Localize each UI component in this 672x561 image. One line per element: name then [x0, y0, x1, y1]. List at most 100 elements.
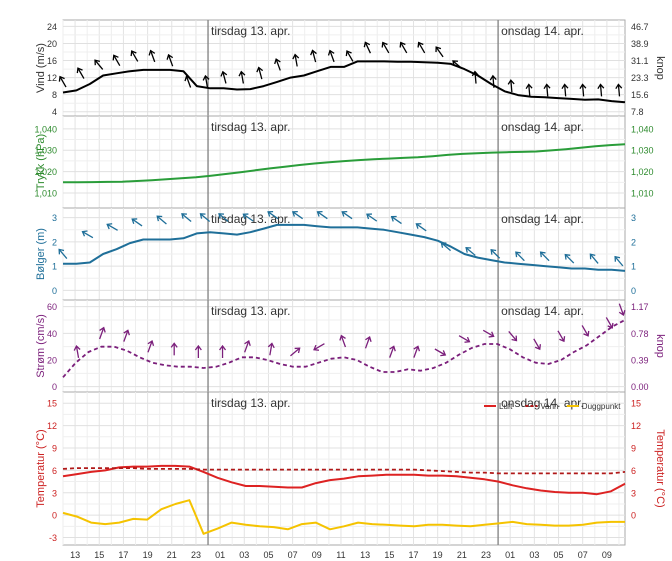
- y-tick-label-right: 31.1: [631, 56, 649, 66]
- panel-pressure: tirsdag 13. apr. onsdag 14. apr. 1,010 1,02…: [34, 115, 654, 209]
- y-axis-label-right: Temperatur (°C): [654, 429, 666, 507]
- direction-arrow: [390, 215, 402, 225]
- direction-arrow: [199, 213, 211, 223]
- direction-arrow: [415, 223, 427, 232]
- direction-arrow: [291, 211, 304, 220]
- y-tick-label-right: 12: [631, 421, 641, 431]
- direction-arrow: [366, 213, 378, 222]
- direction-arrow: [515, 251, 525, 262]
- direction-arrow: [94, 59, 104, 70]
- y-tick-label-right: 0: [631, 286, 636, 296]
- direction-arrow: [130, 50, 139, 62]
- direction-arrow: [202, 74, 210, 88]
- y-tick-label-right: 0.78: [631, 329, 649, 339]
- direction-arrow: [618, 303, 626, 316]
- y-tick-label: 1,030: [34, 146, 57, 156]
- legend-label: Vann: [540, 402, 558, 411]
- panel-current: tirsdag 13. apr. onsdag 14. apr. 0 20 40 60 0.…: [35, 299, 666, 393]
- y-tick-label: 12: [47, 421, 57, 431]
- direction-arrow: [471, 70, 479, 84]
- x-tick-label: 23: [191, 550, 201, 560]
- direction-arrow: [238, 70, 246, 84]
- x-tick-label: 21: [167, 550, 177, 560]
- panel-waves: tirsdag 13. apr. onsdag 14. apr.01230123B…: [35, 207, 636, 301]
- y-tick-label: 1,040: [34, 124, 57, 134]
- direction-arrow: [434, 348, 447, 357]
- direction-arrow: [614, 255, 624, 267]
- direction-arrow: [345, 50, 354, 62]
- direction-arrow: [313, 343, 325, 351]
- legend-label: Luft: [499, 402, 513, 411]
- direction-arrow: [181, 213, 192, 223]
- y-tick-label: 0: [52, 286, 57, 296]
- y-tick-label-right: 9: [631, 443, 636, 453]
- panel-frame: [62, 19, 626, 117]
- direction-arrow: [156, 215, 167, 225]
- y-tick-label: 40: [47, 329, 57, 339]
- y-tick-label-right: 23.3: [631, 73, 649, 83]
- direction-arrow: [508, 330, 518, 342]
- y-tick-label-right: 1: [631, 262, 636, 272]
- direction-arrow: [274, 58, 281, 71]
- y-tick-label: 9: [52, 443, 57, 453]
- direction-arrow: [364, 336, 372, 349]
- direction-arrow: [242, 213, 254, 222]
- direction-arrow: [220, 70, 228, 84]
- y-tick-label-right: 1,040: [631, 124, 654, 134]
- series-line-wind-0: [62, 60, 626, 104]
- arrows-waves: [58, 211, 624, 267]
- direction-arrow: [99, 326, 106, 340]
- direction-arrow: [589, 253, 599, 264]
- panel-temperature: tirsdag 13. apr. onsdag 14. apr. -3 0 3 6 9 12 1…: [35, 391, 666, 546]
- direction-arrow: [327, 49, 335, 63]
- direction-arrow: [267, 211, 279, 220]
- y-tick-label: 12: [47, 73, 57, 83]
- direction-arrow: [413, 345, 421, 358]
- y-tick-label: 3: [52, 213, 57, 223]
- x-tick-label: 17: [118, 550, 128, 560]
- direction-arrow: [363, 41, 372, 54]
- direction-arrow: [244, 340, 251, 353]
- y-tick-label-right: 0: [631, 511, 636, 521]
- panel-frame: [62, 299, 626, 393]
- direction-arrow: [256, 66, 264, 80]
- direction-arrow: [490, 248, 501, 259]
- x-tick-label: 19: [143, 550, 153, 560]
- y-tick-label-right: 1,010: [631, 189, 654, 199]
- y-axis-label: Vind (m/s): [35, 43, 47, 93]
- direction-arrow: [458, 335, 471, 343]
- y-axis-label: Trykk (hPa): [35, 134, 47, 190]
- x-tick-label: 19: [433, 550, 443, 560]
- arrows-wind: [58, 41, 623, 97]
- day-label: tirsdag 13. apr.: [211, 24, 290, 38]
- direction-arrow: [615, 83, 623, 97]
- y-tick-label: 3: [52, 488, 57, 498]
- y-tick-label-right: 46.7: [631, 22, 649, 32]
- y-tick-label: 6: [52, 466, 57, 476]
- y-axis-label-right: knop: [654, 56, 666, 80]
- direction-arrow: [292, 53, 300, 67]
- y-tick-label-right: 1,030: [631, 146, 654, 156]
- direction-arrow: [543, 83, 551, 97]
- direction-arrow: [131, 218, 143, 227]
- x-tick-label: 07: [578, 550, 588, 560]
- y-tick-label: 0: [52, 382, 57, 392]
- x-tick-label: 07: [288, 550, 298, 560]
- direction-arrow: [507, 79, 515, 93]
- x-tick-label: 15: [94, 550, 104, 560]
- direction-arrow: [123, 329, 130, 342]
- y-tick-label-right: 15.6: [631, 90, 649, 100]
- y-tick-label-right: 1,020: [631, 167, 654, 177]
- x-tick-label: 21: [457, 550, 467, 560]
- direction-arrow: [194, 344, 202, 358]
- y-tick-label-right: 0.00: [631, 382, 649, 392]
- direction-arrow: [166, 53, 174, 67]
- legend-label: Duggpunkt: [582, 402, 621, 411]
- series-line-temperature-2: [62, 499, 625, 535]
- direction-arrow: [581, 325, 590, 337]
- x-tick-label: 09: [602, 550, 612, 560]
- direction-arrow: [112, 54, 121, 67]
- direction-arrow: [435, 46, 444, 58]
- series-line-temperature-1: [62, 467, 626, 475]
